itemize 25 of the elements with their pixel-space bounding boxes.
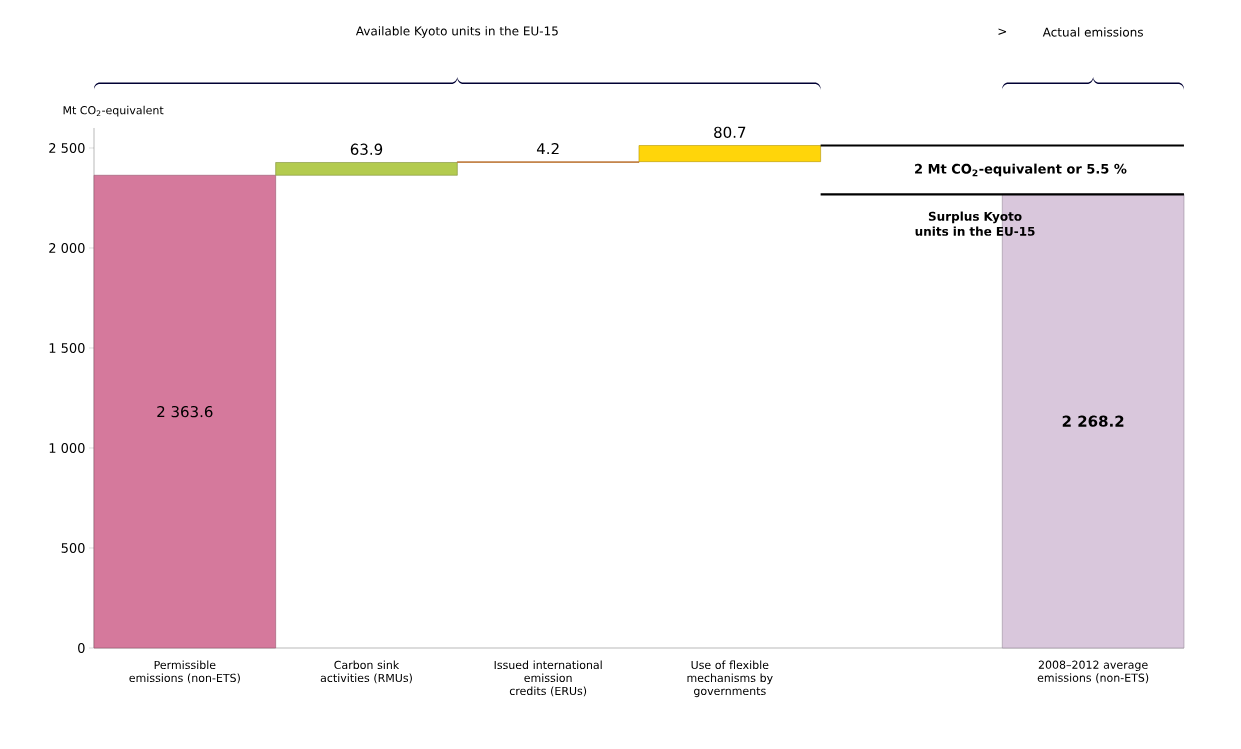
data-label: 2 268.2 xyxy=(1062,415,1124,427)
y-tick-label: 1 500 xyxy=(49,343,85,353)
x-tick-label: Permissible emissions (non-ETS) xyxy=(129,660,240,684)
x-tick-label: Use of flexible mechanisms by governments xyxy=(687,660,773,698)
bar xyxy=(638,145,821,162)
data-label: 2 363.6 xyxy=(157,405,213,418)
y-tick-label: 1 000 xyxy=(49,443,85,453)
data-label: 80.7 xyxy=(714,126,746,138)
y-tick-label: 2 500 xyxy=(49,143,85,153)
y-tick-label: 0 xyxy=(78,643,85,653)
y-axis-title: Mt CO$_{2}$-equivalent xyxy=(63,105,164,117)
text: > xyxy=(998,28,1007,35)
y-tick-label: 2 000 xyxy=(49,243,85,253)
bar xyxy=(275,162,458,176)
data-label: 4.2 xyxy=(536,142,559,155)
annotation: Surplus Kyoto units in the EU-15 xyxy=(915,211,1035,236)
text: Available Kyoto units in the EU-15 xyxy=(355,26,558,38)
bar xyxy=(93,174,276,649)
x-tick-label: Carbon sink activities (RMUs) xyxy=(320,660,412,684)
text: Actual emissions xyxy=(1042,27,1143,37)
x-tick-label: Issued international emission credits (ERUs) xyxy=(494,660,602,697)
data-label: 63.9 xyxy=(350,143,383,155)
y-tick-label: 500 xyxy=(61,543,85,553)
ref-line-label: 2 Mt CO$_{2}$-equivalent or 5.5 % xyxy=(915,163,1127,177)
x-tick-label: 2008–2012 average emissions (non-ETS) xyxy=(1037,660,1149,684)
